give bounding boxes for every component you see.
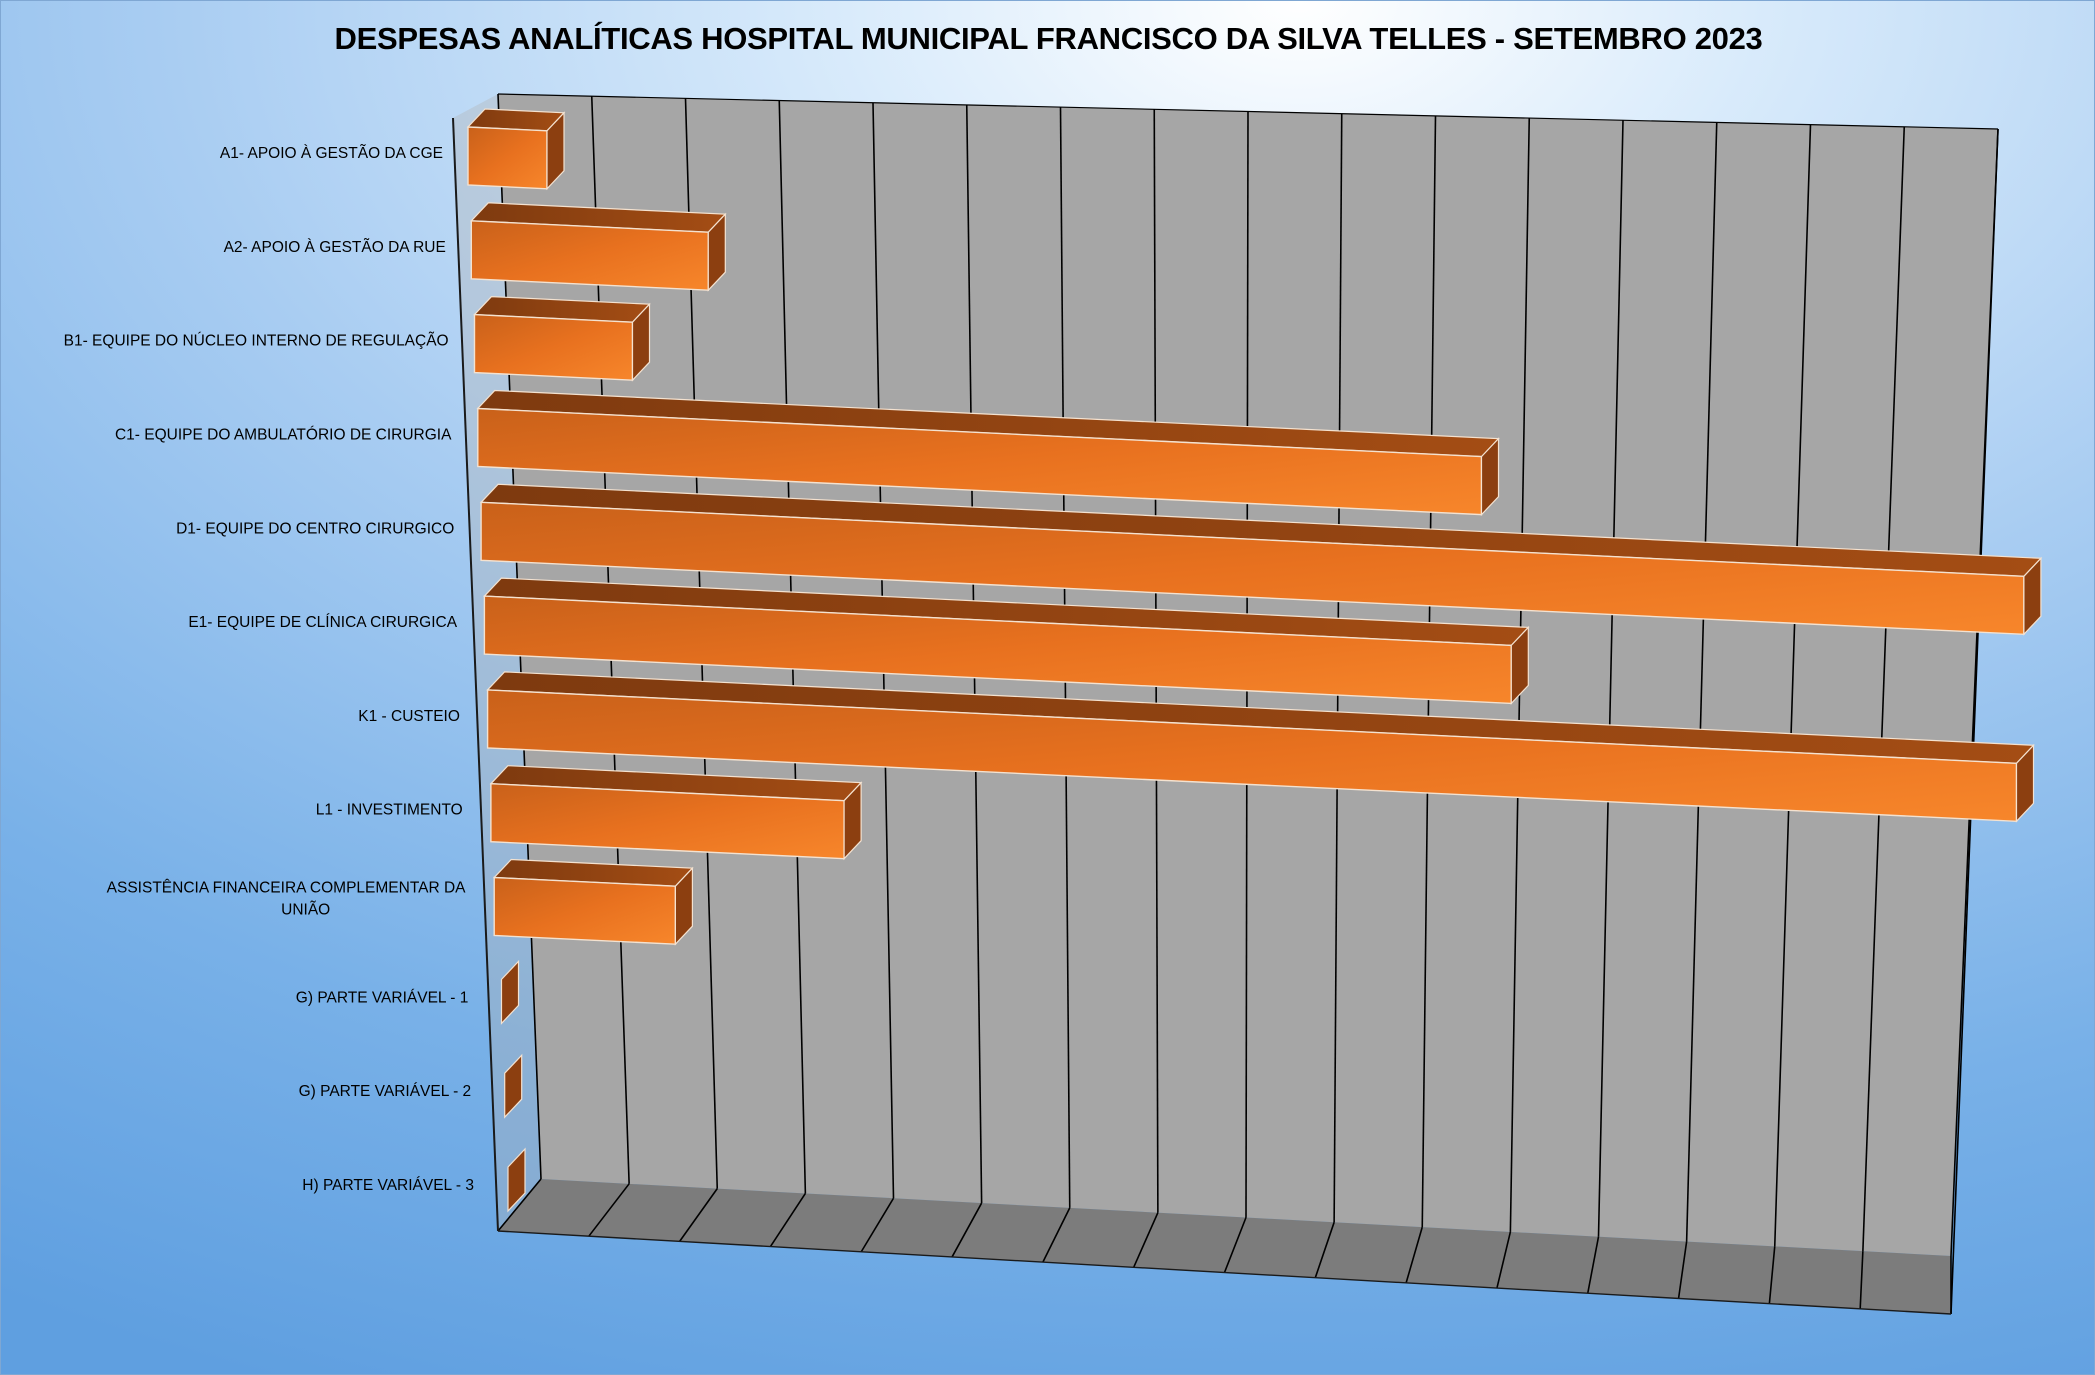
gridline-floor: [1768, 1246, 1776, 1304]
bar-group: [473, 295, 651, 382]
bar: [467, 126, 548, 190]
wall-top-edge: [497, 93, 1999, 130]
category-label: D1- EQUIPE DO CENTRO CIRURGICO: [176, 520, 454, 537]
category-labels: A1- APOIO À GESTÃO DA CGE A2- APOIO À GES…: [64, 145, 474, 1194]
bar-side: [843, 781, 862, 861]
gridline-floor: [588, 1183, 630, 1237]
category-label-line: ASSISTÊNCIA FINANCEIRA COMPLEMENTAR DA: [107, 880, 467, 897]
gridline-floor: [1042, 1207, 1071, 1263]
bar-group: [489, 765, 863, 861]
gridline-wall: [1597, 120, 1624, 1237]
gridline-wall: [1773, 124, 1812, 1247]
category-label: G) PARTE VARIÁVEL - 2: [299, 1083, 472, 1100]
chart-floor: [498, 1179, 1951, 1314]
bar-side: [631, 302, 651, 382]
gridline-floor: [1859, 1251, 1864, 1309]
category-label: A2- APOIO À GESTÃO DA RUE: [224, 239, 446, 256]
gridline-floor: [1223, 1217, 1247, 1273]
bar-side: [674, 866, 694, 946]
category-label: B1- EQUIPE DO NÚCLEO INTERNO DE REGULAÇÃ…: [64, 333, 449, 350]
gridline-floor: [1677, 1241, 1688, 1299]
category-label: A1- APOIO À GESTÃO DA CGE: [220, 145, 443, 162]
side-wall: [453, 94, 541, 1231]
bar-group: [504, 1053, 523, 1119]
category-axis: [452, 117, 499, 1232]
bar-side: [2023, 556, 2042, 636]
bar: [493, 876, 677, 945]
chart-title: DESPESAS ANALÍTICAS HOSPITAL MUNICIPAL F…: [334, 21, 1763, 56]
gridline-wall: [1685, 122, 1718, 1242]
gridline-floor: [951, 1202, 983, 1258]
bar-group: [507, 1147, 526, 1213]
gridline-floor: [678, 1188, 718, 1242]
gridline-floor: [1314, 1222, 1335, 1278]
bar-group: [483, 577, 1530, 705]
bar-group: [476, 389, 1500, 517]
bar-side: [707, 212, 726, 292]
bar-group: [486, 671, 2035, 823]
gridline-floor: [769, 1192, 807, 1248]
bar-group: [469, 202, 727, 292]
gridline-floor: [1496, 1231, 1512, 1289]
bar-side: [2015, 743, 2035, 823]
bar-side: [546, 111, 565, 191]
value-axis: [497, 1230, 1952, 1315]
gridline-wall: [1862, 126, 1906, 1252]
category-label: K1 - CUSTEIO: [358, 708, 460, 725]
category-label: ASSISTÊNCIA FINANCEIRA COMPLEMENTAR DA UN…: [107, 880, 467, 919]
category-label: E1- EQUIPE DE CLÍNICA CIRURGICA: [188, 614, 457, 631]
category-label: C1- EQUIPE DO AMBULATÓRIO DE CIRURGIA: [115, 426, 452, 443]
bar: [470, 220, 709, 291]
bar-side: [1480, 437, 1500, 517]
category-label: L1 - INVESTIMENTO: [316, 802, 463, 819]
chart-bars: [466, 108, 2043, 1213]
bar: [500, 959, 520, 1025]
wall-right-edge: [1950, 128, 1999, 1315]
gridline-floor: [497, 1178, 542, 1232]
bar: [473, 313, 634, 381]
floor: [498, 1179, 1951, 1314]
category-label: G) PARTE VARIÁVEL - 1: [296, 989, 469, 1006]
chart-axes: [452, 117, 1952, 1315]
gridline-floor: [1405, 1226, 1424, 1284]
gridline-floor: [1132, 1212, 1159, 1268]
category-label-line: UNIÃO: [281, 902, 330, 919]
gridline-floor: [1586, 1236, 1600, 1294]
bar-group: [479, 483, 2043, 636]
bar-group: [466, 108, 566, 191]
bar-group: [492, 858, 694, 946]
bar-side: [1510, 625, 1529, 705]
gridline-floor: [860, 1197, 895, 1253]
category-label: H) PARTE VARIÁVEL - 3: [302, 1177, 474, 1194]
bar: [504, 1053, 523, 1119]
bar-group: [500, 959, 520, 1025]
bar: [507, 1147, 526, 1213]
